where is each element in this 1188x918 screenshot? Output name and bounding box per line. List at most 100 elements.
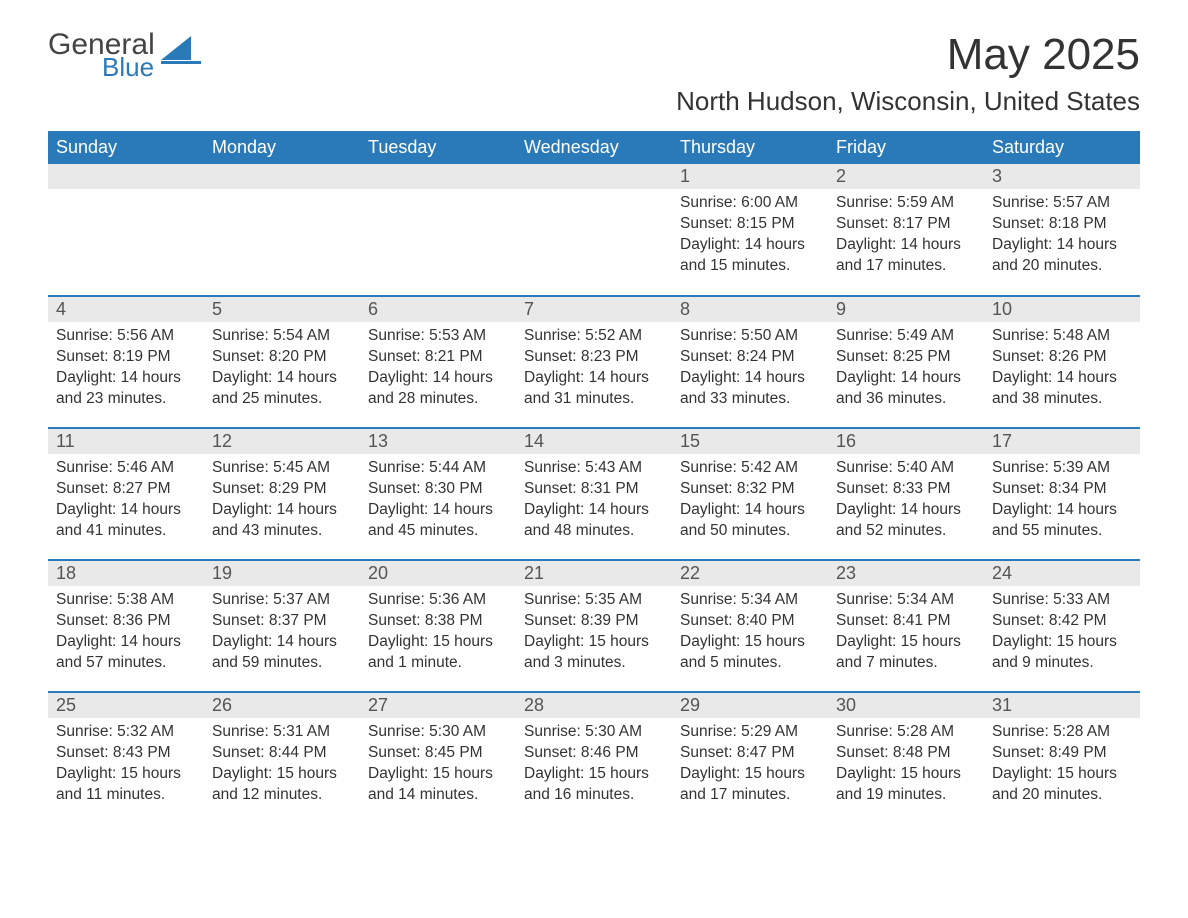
- sunrise-line: Sunrise: 5:39 AM: [992, 458, 1132, 479]
- calendar-cell: 24Sunrise: 5:33 AMSunset: 8:42 PMDayligh…: [984, 560, 1140, 692]
- daylight-line: Daylight: 15 hours and 12 minutes.: [212, 764, 352, 806]
- day-details: Sunrise: 5:48 AMSunset: 8:26 PMDaylight:…: [984, 322, 1140, 418]
- daylight-line: Daylight: 14 hours and 36 minutes.: [836, 368, 976, 410]
- day-details: Sunrise: 5:34 AMSunset: 8:40 PMDaylight:…: [672, 586, 828, 682]
- weekday-header: Thursday: [672, 131, 828, 164]
- daylight-line: Daylight: 15 hours and 16 minutes.: [524, 764, 664, 806]
- daylight-line: Daylight: 14 hours and 57 minutes.: [56, 632, 196, 674]
- day-details: Sunrise: 5:32 AMSunset: 8:43 PMDaylight:…: [48, 718, 204, 814]
- sunset-line: Sunset: 8:32 PM: [680, 479, 820, 500]
- day-number: 30: [828, 693, 984, 718]
- calendar-row: 11Sunrise: 5:46 AMSunset: 8:27 PMDayligh…: [48, 428, 1140, 560]
- calendar-cell: [48, 164, 204, 296]
- logo: General Blue: [48, 30, 201, 80]
- day-number: 13: [360, 429, 516, 454]
- calendar-cell: 2Sunrise: 5:59 AMSunset: 8:17 PMDaylight…: [828, 164, 984, 296]
- daylight-line: Daylight: 15 hours and 7 minutes.: [836, 632, 976, 674]
- sunrise-line: Sunrise: 5:56 AM: [56, 326, 196, 347]
- sunrise-line: Sunrise: 5:28 AM: [836, 722, 976, 743]
- sunrise-line: Sunrise: 5:33 AM: [992, 590, 1132, 611]
- day-details: Sunrise: 5:44 AMSunset: 8:30 PMDaylight:…: [360, 454, 516, 550]
- calendar-cell: 3Sunrise: 5:57 AMSunset: 8:18 PMDaylight…: [984, 164, 1140, 296]
- day-number: 31: [984, 693, 1140, 718]
- calendar-cell: 12Sunrise: 5:45 AMSunset: 8:29 PMDayligh…: [204, 428, 360, 560]
- calendar-cell: [360, 164, 516, 296]
- sunrise-line: Sunrise: 5:40 AM: [836, 458, 976, 479]
- daylight-line: Daylight: 14 hours and 33 minutes.: [680, 368, 820, 410]
- daylight-line: Daylight: 15 hours and 3 minutes.: [524, 632, 664, 674]
- day-details: Sunrise: 5:40 AMSunset: 8:33 PMDaylight:…: [828, 454, 984, 550]
- calendar-cell: 21Sunrise: 5:35 AMSunset: 8:39 PMDayligh…: [516, 560, 672, 692]
- sunrise-line: Sunrise: 5:32 AM: [56, 722, 196, 743]
- daylight-line: Daylight: 14 hours and 20 minutes.: [992, 235, 1132, 277]
- calendar-row: 1Sunrise: 6:00 AMSunset: 8:15 PMDaylight…: [48, 164, 1140, 296]
- sunset-line: Sunset: 8:34 PM: [992, 479, 1132, 500]
- sunset-line: Sunset: 8:49 PM: [992, 743, 1132, 764]
- sunset-line: Sunset: 8:23 PM: [524, 347, 664, 368]
- location: North Hudson, Wisconsin, United States: [48, 86, 1140, 117]
- daylight-line: Daylight: 15 hours and 11 minutes.: [56, 764, 196, 806]
- daylight-line: Daylight: 14 hours and 17 minutes.: [836, 235, 976, 277]
- daylight-line: Daylight: 14 hours and 38 minutes.: [992, 368, 1132, 410]
- daylight-line: Daylight: 14 hours and 59 minutes.: [212, 632, 352, 674]
- day-details: Sunrise: 5:54 AMSunset: 8:20 PMDaylight:…: [204, 322, 360, 418]
- daylight-line: Daylight: 15 hours and 17 minutes.: [680, 764, 820, 806]
- day-number: 27: [360, 693, 516, 718]
- sunrise-line: Sunrise: 5:28 AM: [992, 722, 1132, 743]
- sunset-line: Sunset: 8:31 PM: [524, 479, 664, 500]
- day-details: Sunrise: 5:45 AMSunset: 8:29 PMDaylight:…: [204, 454, 360, 550]
- day-number: 10: [984, 297, 1140, 322]
- weekday-header: Wednesday: [516, 131, 672, 164]
- sunrise-line: Sunrise: 5:54 AM: [212, 326, 352, 347]
- calendar-cell: 23Sunrise: 5:34 AMSunset: 8:41 PMDayligh…: [828, 560, 984, 692]
- weekday-header: Sunday: [48, 131, 204, 164]
- day-details: Sunrise: 5:46 AMSunset: 8:27 PMDaylight:…: [48, 454, 204, 550]
- day-number: 24: [984, 561, 1140, 586]
- calendar-cell: 19Sunrise: 5:37 AMSunset: 8:37 PMDayligh…: [204, 560, 360, 692]
- sunset-line: Sunset: 8:44 PM: [212, 743, 352, 764]
- daylight-line: Daylight: 14 hours and 43 minutes.: [212, 500, 352, 542]
- calendar-cell: 1Sunrise: 6:00 AMSunset: 8:15 PMDaylight…: [672, 164, 828, 296]
- daylight-line: Daylight: 14 hours and 23 minutes.: [56, 368, 196, 410]
- calendar-cell: 29Sunrise: 5:29 AMSunset: 8:47 PMDayligh…: [672, 692, 828, 824]
- calendar-cell: 6Sunrise: 5:53 AMSunset: 8:21 PMDaylight…: [360, 296, 516, 428]
- daylight-line: Daylight: 14 hours and 55 minutes.: [992, 500, 1132, 542]
- weekday-header-row: SundayMondayTuesdayWednesdayThursdayFrid…: [48, 131, 1140, 164]
- day-number-empty: [48, 164, 204, 189]
- daylight-line: Daylight: 14 hours and 28 minutes.: [368, 368, 508, 410]
- calendar-cell: 28Sunrise: 5:30 AMSunset: 8:46 PMDayligh…: [516, 692, 672, 824]
- sunrise-line: Sunrise: 5:42 AM: [680, 458, 820, 479]
- daylight-line: Daylight: 14 hours and 45 minutes.: [368, 500, 508, 542]
- day-number: 4: [48, 297, 204, 322]
- calendar-cell: 31Sunrise: 5:28 AMSunset: 8:49 PMDayligh…: [984, 692, 1140, 824]
- day-details: Sunrise: 5:56 AMSunset: 8:19 PMDaylight:…: [48, 322, 204, 418]
- sunset-line: Sunset: 8:24 PM: [680, 347, 820, 368]
- day-details: Sunrise: 5:28 AMSunset: 8:49 PMDaylight:…: [984, 718, 1140, 814]
- calendar-cell: 18Sunrise: 5:38 AMSunset: 8:36 PMDayligh…: [48, 560, 204, 692]
- calendar-cell: [204, 164, 360, 296]
- sunset-line: Sunset: 8:42 PM: [992, 611, 1132, 632]
- day-number: 12: [204, 429, 360, 454]
- day-details: Sunrise: 5:37 AMSunset: 8:37 PMDaylight:…: [204, 586, 360, 682]
- sunrise-line: Sunrise: 5:30 AM: [524, 722, 664, 743]
- sunrise-line: Sunrise: 5:35 AM: [524, 590, 664, 611]
- day-details: Sunrise: 5:35 AMSunset: 8:39 PMDaylight:…: [516, 586, 672, 682]
- day-number: 16: [828, 429, 984, 454]
- sunrise-line: Sunrise: 5:44 AM: [368, 458, 508, 479]
- day-details: Sunrise: 5:39 AMSunset: 8:34 PMDaylight:…: [984, 454, 1140, 550]
- sunset-line: Sunset: 8:26 PM: [992, 347, 1132, 368]
- sunset-line: Sunset: 8:21 PM: [368, 347, 508, 368]
- sunset-line: Sunset: 8:15 PM: [680, 214, 820, 235]
- sunset-line: Sunset: 8:46 PM: [524, 743, 664, 764]
- day-details: Sunrise: 5:28 AMSunset: 8:48 PMDaylight:…: [828, 718, 984, 814]
- calendar-cell: 4Sunrise: 5:56 AMSunset: 8:19 PMDaylight…: [48, 296, 204, 428]
- day-details: Sunrise: 5:36 AMSunset: 8:38 PMDaylight:…: [360, 586, 516, 682]
- sunrise-line: Sunrise: 5:52 AM: [524, 326, 664, 347]
- day-number: 18: [48, 561, 204, 586]
- day-number: 1: [672, 164, 828, 189]
- sunset-line: Sunset: 8:47 PM: [680, 743, 820, 764]
- calendar-cell: 8Sunrise: 5:50 AMSunset: 8:24 PMDaylight…: [672, 296, 828, 428]
- daylight-line: Daylight: 15 hours and 19 minutes.: [836, 764, 976, 806]
- day-number: 26: [204, 693, 360, 718]
- day-details: Sunrise: 5:42 AMSunset: 8:32 PMDaylight:…: [672, 454, 828, 550]
